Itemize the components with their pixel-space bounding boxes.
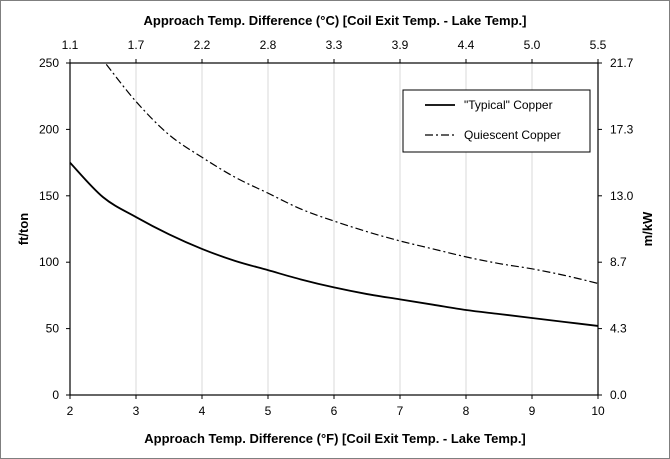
y-tick-label: 200 (39, 122, 59, 136)
x-tick-label: 4 (199, 404, 206, 418)
legend-box (402, 89, 591, 153)
x-tick-label: 3 (133, 404, 140, 418)
y2-tick-label: 8.7 (610, 255, 627, 269)
x2-tick-label: 5.0 (524, 38, 541, 52)
x2-tick-label: 3.3 (326, 38, 343, 52)
x2-tick-label: 2.8 (260, 38, 277, 52)
y2-tick-label: 21.7 (610, 56, 634, 70)
y2-tick-label: 13.0 (610, 189, 634, 203)
x2-tick-label: 4.4 (458, 38, 475, 52)
y-tick-label: 150 (39, 189, 59, 203)
y-tick-label: 0 (52, 388, 59, 402)
x-tick-label: 10 (591, 404, 605, 418)
y2-tick-label: 4.3 (610, 322, 627, 336)
x2-tick-label: 3.9 (392, 38, 409, 52)
x-tick-label: 6 (331, 404, 338, 418)
top-axis-title: Approach Temp. Difference (°C) [Coil Exi… (144, 13, 527, 28)
x-tick-label: 7 (397, 404, 404, 418)
series-layer (69, 63, 599, 327)
x-tick-label: 2 (67, 404, 74, 418)
x-tick-label: 9 (529, 404, 536, 418)
left-axis-title: ft/ton (16, 213, 31, 246)
x-tick-label: 8 (463, 404, 470, 418)
y-tick-label: 100 (39, 255, 59, 269)
y2-tick-label: 17.3 (610, 122, 634, 136)
tick-layer: 2 1.1 3 1.7 4 2.2 5 2.8 6 3.3 7 3.9 8 4.4 9 5.0 10 5.5 0 0.… (39, 38, 634, 418)
legend: "Typical" Copper Quiescent Copper (402, 89, 591, 153)
legend-label-typical-copper: "Typical" Copper (464, 98, 553, 112)
legend-label-quiescent-copper: Quiescent Copper (464, 128, 561, 142)
bottom-axis-title: Approach Temp. Difference (°F) [Coil Exi… (144, 431, 526, 446)
y-tick-label: 50 (46, 322, 60, 336)
series-line-quiescent-copper (105, 63, 599, 285)
x2-tick-label: 2.2 (194, 38, 211, 52)
x-tick-label: 5 (265, 404, 272, 418)
x2-tick-label: 1.1 (62, 38, 79, 52)
x2-tick-label: 1.7 (128, 38, 145, 52)
y2-tick-label: 0.0 (610, 388, 627, 402)
series-line-typical-copper (69, 161, 599, 327)
x2-tick-label: 5.5 (590, 38, 607, 52)
y-tick-label: 250 (39, 56, 59, 70)
right-axis-title: m/kW (640, 211, 655, 246)
